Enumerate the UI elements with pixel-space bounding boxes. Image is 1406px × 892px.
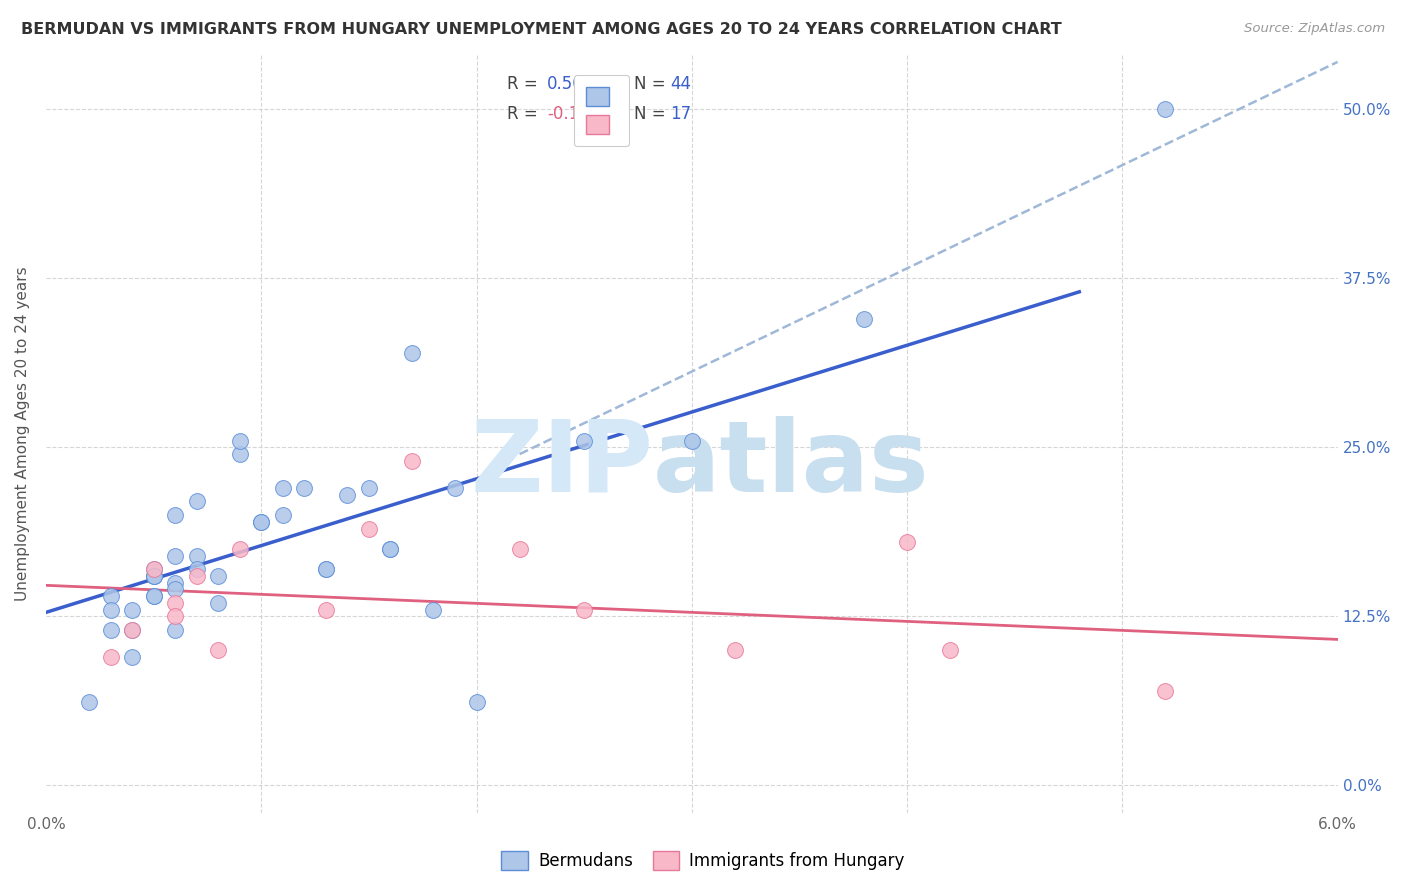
Text: Source: ZipAtlas.com: Source: ZipAtlas.com [1244, 22, 1385, 36]
Point [357, 481, 380, 495]
Point [315, 602, 337, 616]
Point [336, 488, 359, 502]
Text: -0.170: -0.170 [547, 105, 600, 123]
Point [401, 345, 423, 359]
Point [380, 541, 402, 556]
Point [228, 541, 250, 556]
Point [121, 623, 143, 637]
Point [142, 562, 165, 576]
Point [380, 541, 402, 556]
Point [724, 643, 747, 657]
Point [315, 562, 337, 576]
Point [186, 494, 208, 508]
Point [100, 650, 122, 665]
Point [165, 596, 187, 610]
Point [165, 582, 187, 597]
Point [100, 589, 122, 603]
Point [207, 643, 229, 657]
Point [165, 623, 187, 637]
Text: 44: 44 [669, 75, 690, 93]
Point [509, 541, 531, 556]
Point [401, 454, 423, 468]
Point [121, 602, 143, 616]
Point [207, 569, 229, 583]
Point [100, 623, 122, 637]
Point [681, 434, 703, 448]
Point [186, 569, 208, 583]
Point [207, 596, 229, 610]
Point [572, 434, 595, 448]
Point [165, 508, 187, 522]
Point [422, 602, 444, 616]
Point [165, 549, 187, 563]
Point [271, 481, 294, 495]
Y-axis label: Unemployment Among Ages 20 to 24 years: Unemployment Among Ages 20 to 24 years [15, 267, 30, 601]
Point [142, 569, 165, 583]
Point [853, 311, 876, 326]
Text: BERMUDAN VS IMMIGRANTS FROM HUNGARY UNEMPLOYMENT AMONG AGES 20 TO 24 YEARS CORRE: BERMUDAN VS IMMIGRANTS FROM HUNGARY UNEM… [21, 22, 1062, 37]
Point [100, 602, 122, 616]
Point [250, 515, 273, 529]
Point [186, 562, 208, 576]
Text: ZIP: ZIP [470, 416, 652, 513]
Text: atlas: atlas [652, 416, 929, 513]
Text: R =: R = [508, 75, 543, 93]
Point [228, 434, 250, 448]
Point [142, 589, 165, 603]
Point [77, 695, 100, 709]
Point [142, 589, 165, 603]
Point [939, 643, 962, 657]
Text: R =: R = [508, 105, 543, 123]
Text: 0.506: 0.506 [547, 75, 595, 93]
Point [444, 481, 467, 495]
Point [292, 481, 315, 495]
Point [228, 447, 250, 461]
Point [315, 562, 337, 576]
Legend: Bermudans, Immigrants from Hungary: Bermudans, Immigrants from Hungary [495, 844, 911, 877]
Point [250, 515, 273, 529]
Text: N =: N = [634, 105, 671, 123]
Point [572, 602, 595, 616]
Point [1154, 683, 1177, 698]
Point [142, 562, 165, 576]
Point [121, 623, 143, 637]
Point [1154, 102, 1177, 116]
Point [165, 609, 187, 624]
Point [121, 650, 143, 665]
Point [186, 549, 208, 563]
Point [142, 569, 165, 583]
Text: 17: 17 [669, 105, 690, 123]
Point [271, 508, 294, 522]
Legend: , : , [574, 75, 628, 145]
Point [165, 575, 187, 590]
Point [357, 522, 380, 536]
Point [896, 535, 918, 549]
Text: N =: N = [634, 75, 671, 93]
Point [465, 695, 488, 709]
Point [142, 569, 165, 583]
